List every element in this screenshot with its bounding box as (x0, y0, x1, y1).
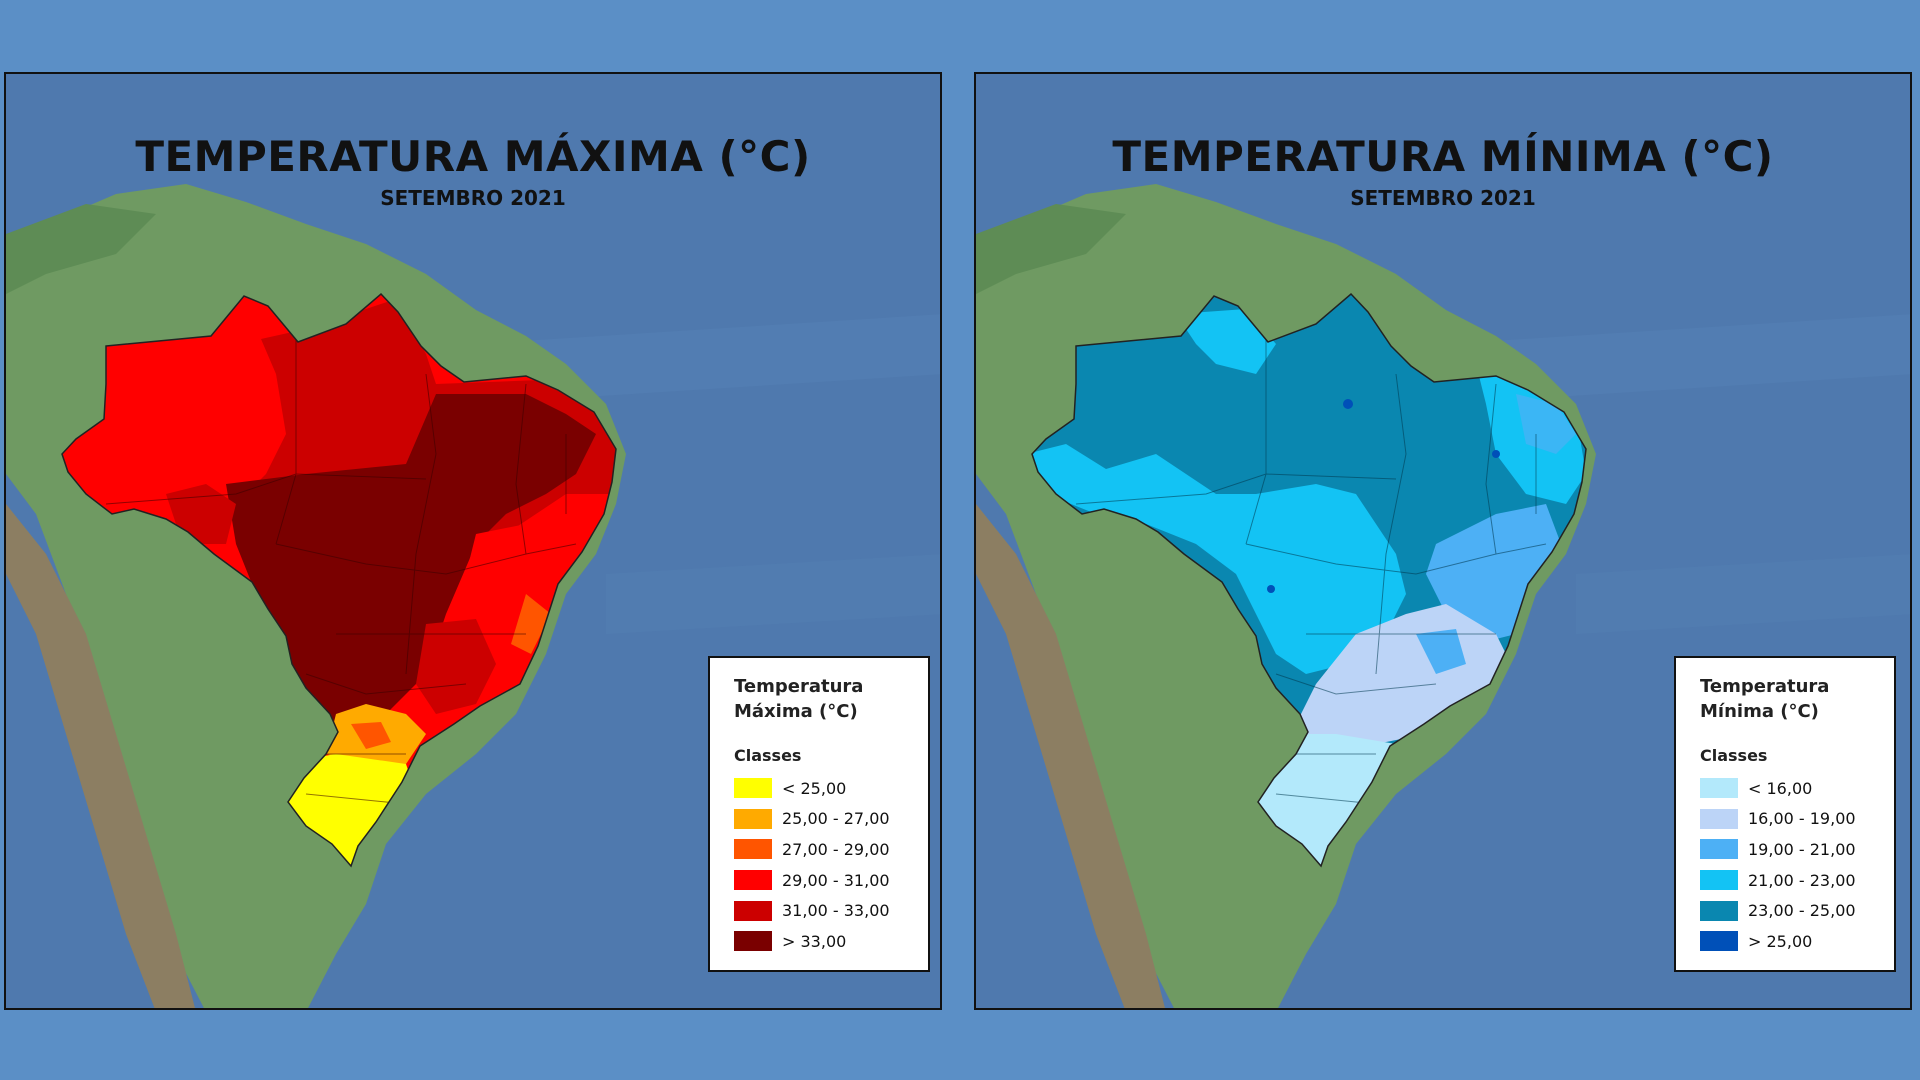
legend-row: 19,00 - 21,00 (1700, 834, 1878, 865)
legend-title-line2: Mínima (°C) (1700, 701, 1819, 722)
legend-row: < 25,00 (734, 773, 912, 804)
legend-subtitle: Classes (734, 746, 802, 765)
legend-row: 27,00 - 29,00 (734, 834, 912, 865)
legend-row: < 16,00 (1700, 773, 1878, 804)
legend-row: 25,00 - 27,00 (734, 804, 912, 835)
legend-swatch (1700, 931, 1738, 952)
legend-label: < 16,00 (1748, 778, 1813, 798)
legend-row: > 25,00 (1700, 926, 1878, 957)
map-subtitle: SETEMBRO 2021 (1350, 186, 1536, 210)
legend-title-line1: Temperatura (1700, 676, 1830, 697)
legend-row: 31,00 - 33,00 (734, 895, 912, 926)
legend-swatch (734, 778, 772, 799)
legend-swatch (1700, 808, 1738, 829)
legend-swatch (1700, 870, 1738, 891)
legend-label: 31,00 - 33,00 (782, 901, 890, 921)
map-panel-min: TEMPERATURA MÍNIMA (°C) SETEMBRO 2021 Te… (974, 72, 1912, 1010)
legend-label: < 25,00 (782, 778, 847, 798)
legend-label: 27,00 - 29,00 (782, 839, 890, 859)
legend-label: 23,00 - 25,00 (1748, 901, 1856, 921)
legend-label: > 25,00 (1748, 931, 1813, 951)
legend-swatch (734, 839, 772, 860)
legend-swatch (1700, 900, 1738, 921)
map-panel-max: TEMPERATURA MÁXIMA (°C) SETEMBRO 2021 Te… (4, 72, 942, 1010)
legend-title-line2: Máxima (°C) (734, 701, 858, 722)
map-subtitle: SETEMBRO 2021 (380, 186, 566, 210)
legend-subtitle: Classes (1700, 746, 1768, 765)
legend-row: 23,00 - 25,00 (1700, 895, 1878, 926)
legend-label: 16,00 - 19,00 (1748, 809, 1856, 829)
map-canvas-max (6, 74, 940, 1008)
map-canvas-min (976, 74, 1910, 1008)
legend-label: 19,00 - 21,00 (1748, 839, 1856, 859)
legend-row: 16,00 - 19,00 (1700, 804, 1878, 835)
legend-label: > 33,00 (782, 931, 847, 951)
legend-label: 21,00 - 23,00 (1748, 870, 1856, 890)
legend-swatch (734, 900, 772, 921)
legend-label: 29,00 - 31,00 (782, 870, 890, 890)
legend-swatch (1700, 778, 1738, 799)
legend-swatch (734, 870, 772, 891)
legend-row: > 33,00 (734, 926, 912, 957)
legend-swatch (1700, 839, 1738, 860)
map-title: TEMPERATURA MÁXIMA (°C) (135, 132, 811, 181)
legend-row: 21,00 - 23,00 (1700, 865, 1878, 896)
legend-max: Temperatura Máxima (°C) Classes < 25,00 … (708, 656, 930, 972)
legend-swatch (734, 808, 772, 829)
legend-min: Temperatura Mínima (°C) Classes < 16,00 … (1674, 656, 1896, 972)
legend-row: 29,00 - 31,00 (734, 865, 912, 896)
legend-swatch (734, 931, 772, 952)
legend-title-line1: Temperatura (734, 676, 864, 697)
legend-label: 25,00 - 27,00 (782, 809, 890, 829)
map-title: TEMPERATURA MÍNIMA (°C) (1112, 132, 1774, 181)
